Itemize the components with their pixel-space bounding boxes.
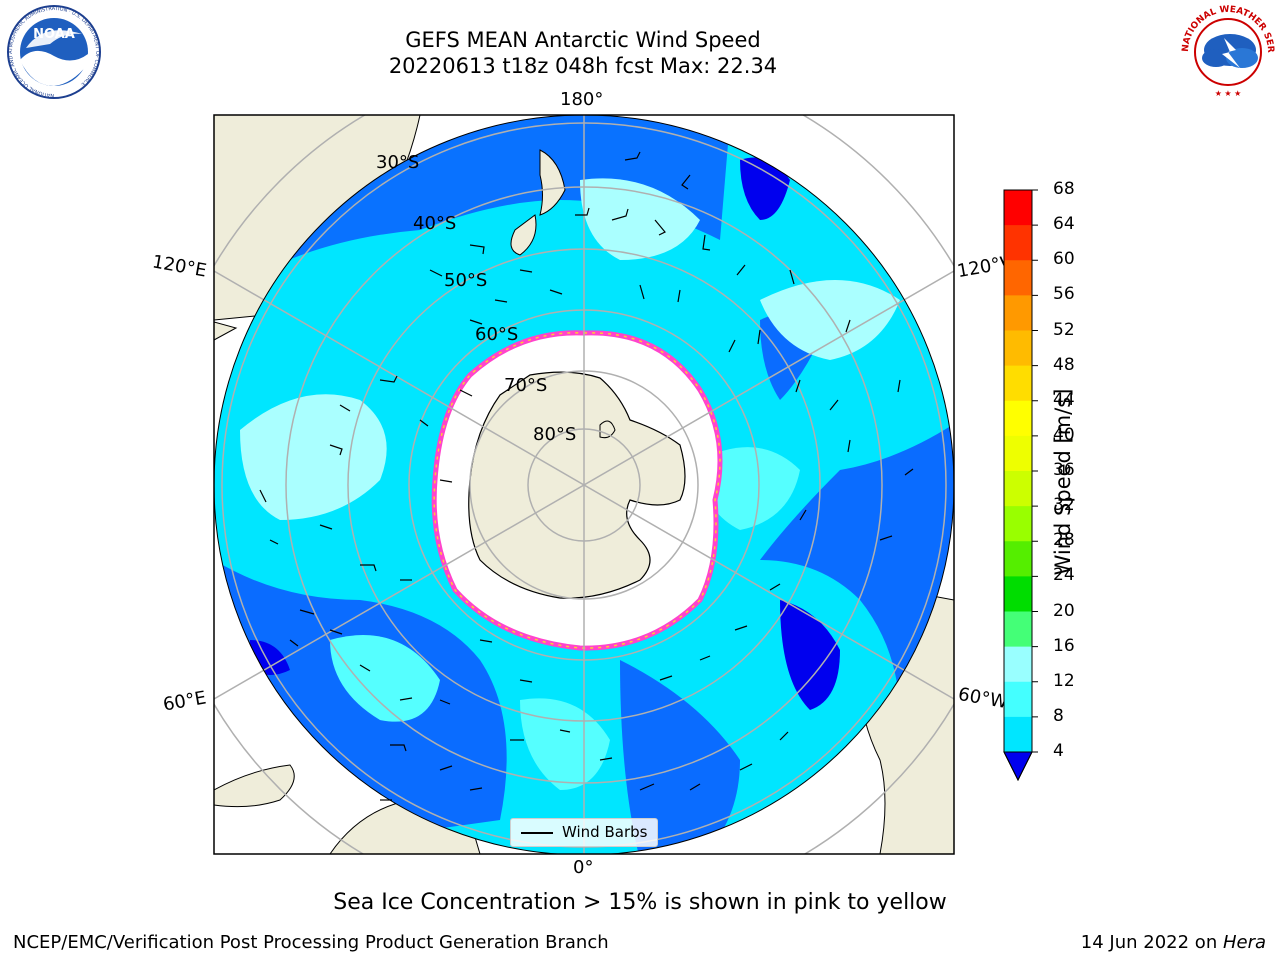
wind-band-16-20 [760,280,900,360]
colorbar-tick-label: 40 [1053,424,1075,445]
colorbar-tick-label: 52 [1053,319,1075,340]
lat-label-30s: 30°S [376,152,420,173]
graticule [214,115,954,854]
colorbar-segment [1004,576,1032,612]
wind-band-4-8 [760,420,954,720]
lon-label-0: 0° [573,857,594,878]
colorbar-title: Wind Speed [m/s] [1051,388,1075,576]
wind-band-lt-4 [780,600,840,710]
colorbar-segment [1004,295,1032,331]
lon-label-180: 180° [560,89,604,110]
land-fragment [214,321,238,341]
wind-band-16-20 [240,394,387,520]
colorbar-tick-label: 44 [1053,389,1075,410]
wind-band-12-16 [700,447,800,530]
nws-stars: ★ ★ ★ [1215,89,1242,98]
colorbar-segment [1004,681,1032,718]
colorbar-segment [1004,190,1032,226]
noaa-logo: NOAA NATIONAL OCEANIC AND ATMOSPHERIC AD… [7,5,101,99]
sea-ice-edge [433,332,721,649]
antarctica-land [468,371,686,599]
colorbar-tick-label: 56 [1053,284,1075,305]
footer-date: 14 Jun 2022 on Hera [1081,932,1266,953]
wind-band-16-20 [580,178,700,260]
title-line1: GEFS MEAN Antarctic Wind Speed [405,28,761,52]
noaa-logo-text: NOAA [33,27,75,42]
new-zealand-land [510,214,537,256]
colorbar-segment [1004,506,1032,542]
wind-barbs [259,151,914,801]
wind-band-12-16 [330,635,440,722]
lat-label-60s: 60°S [475,324,519,345]
colorbar-tick-label: 64 [1053,214,1075,235]
colorbar-segment [1004,330,1032,367]
colorbar-extend-arrow [1003,751,1033,782]
colorbar-tick-label: 32 [1053,495,1075,516]
wind-barb-legend-label: Wind Barbs [562,823,648,841]
madagascar-land [214,764,295,808]
footer-producer: NCEP/EMC/Verification Post Processing Pr… [13,932,609,953]
colorbar-tick-label: 48 [1053,354,1075,375]
colorbar-segment [1004,611,1032,648]
title-line2: 20220613 t18z 048h fcst Max: 22.34 [388,54,778,78]
sea-ice-caption: Sea Ice Concentration > 15% is shown in … [333,890,947,915]
colorbar-segment [1004,646,1032,683]
map-frame [213,114,955,855]
colorbar-tick-label: 60 [1053,249,1075,270]
colorbar-segment [1004,225,1032,261]
colorbar-segment [1004,400,1032,437]
wind-band-4-8 [620,660,740,854]
lat-label-50s: 50°S [444,270,488,291]
lat-label-80s: 80°S [533,424,577,445]
colorbar-segment [1004,365,1032,402]
map-legend: Wind Barbs [510,818,658,847]
footer-machine: Hera [1222,932,1266,953]
colorbar-segment [1004,716,1032,753]
new-zealand-land [539,149,566,216]
wind-barb-legend-line [521,832,553,834]
wind-band-lt-4 [740,157,790,220]
colorbar-tick-label: 28 [1053,530,1075,551]
colorbar-tick-label: 16 [1053,635,1075,656]
colorbar-segment [1004,471,1032,507]
colorbar-tick-label: 12 [1053,670,1075,691]
lat-label-70s: 70°S [504,375,548,396]
colorbar-tick-label: 20 [1053,600,1075,621]
wind-band-4-8 [214,115,730,300]
colorbar-tick-label: 68 [1053,179,1075,199]
colorbar-frame [1003,189,1033,782]
colorbar-tick-label: 24 [1053,565,1075,586]
colorbar-tick-label: 36 [1053,460,1075,480]
colorbar-tick-label: 8 [1053,705,1064,726]
colorbar-tick-label: 4 [1053,741,1064,761]
colorbar-segment [1004,435,1032,472]
nws-logo: NATIONAL WEATHER SERVICE ★ ★ ★ [1178,4,1275,98]
footer-date-text: 14 Jun 2022 on [1080,932,1223,953]
lat-label-40s: 40°S [413,213,457,234]
colorbar-segment [1004,260,1032,296]
antarctica-land [599,420,616,439]
colorbar-segment [1004,541,1032,577]
